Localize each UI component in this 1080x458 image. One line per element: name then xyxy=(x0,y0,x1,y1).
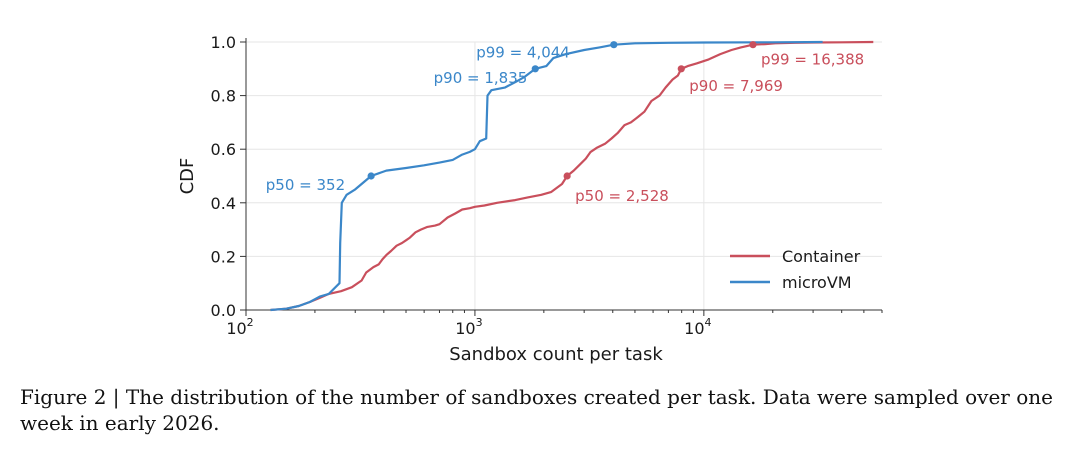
percentile-label: p99 = 16,388 xyxy=(761,51,864,69)
percentile-label: p50 = 2,528 xyxy=(575,187,669,205)
series-lines xyxy=(270,40,874,312)
y-tick-label: 0.0 xyxy=(211,301,236,320)
legend-label: microVM xyxy=(782,273,852,292)
percentile-annotations: p99 = 4,044 p90 = 1,835 p50 = 352 p99 = 16,… xyxy=(266,41,864,205)
y-tick-label: 0.8 xyxy=(211,87,236,106)
percentile-marker xyxy=(677,65,685,73)
x-tick-label: 103 xyxy=(455,316,482,338)
series-line-microvm xyxy=(270,40,823,312)
percentile-label: p90 = 1,835 xyxy=(434,69,528,87)
percentile-marker xyxy=(563,172,571,180)
x-tick-label: 104 xyxy=(684,316,711,338)
y-tick-label: 0.4 xyxy=(211,194,236,213)
x-axis-label: Sandbox count per task xyxy=(449,344,663,365)
series-line-container xyxy=(270,40,874,312)
legend: Container microVM xyxy=(730,247,861,292)
legend-label: Container xyxy=(782,247,861,266)
percentile-marker xyxy=(367,172,375,180)
x-tick-label: 102 xyxy=(226,316,253,338)
figure-caption: Figure 2 | The distribution of the numbe… xyxy=(20,385,1053,435)
percentile-marker xyxy=(749,41,757,49)
percentile-marker xyxy=(610,41,618,49)
y-axis-label: CDF xyxy=(177,158,198,195)
percentile-label: p99 = 4,044 xyxy=(476,44,570,62)
percentile-marker xyxy=(531,65,539,73)
y-tick-label: 0.6 xyxy=(211,140,236,159)
y-tick-label: 1.0 xyxy=(211,33,236,52)
y-tick-label: 0.2 xyxy=(211,247,236,266)
percentile-label: p50 = 352 xyxy=(266,176,345,194)
percentile-label: p90 = 7,969 xyxy=(689,77,783,95)
